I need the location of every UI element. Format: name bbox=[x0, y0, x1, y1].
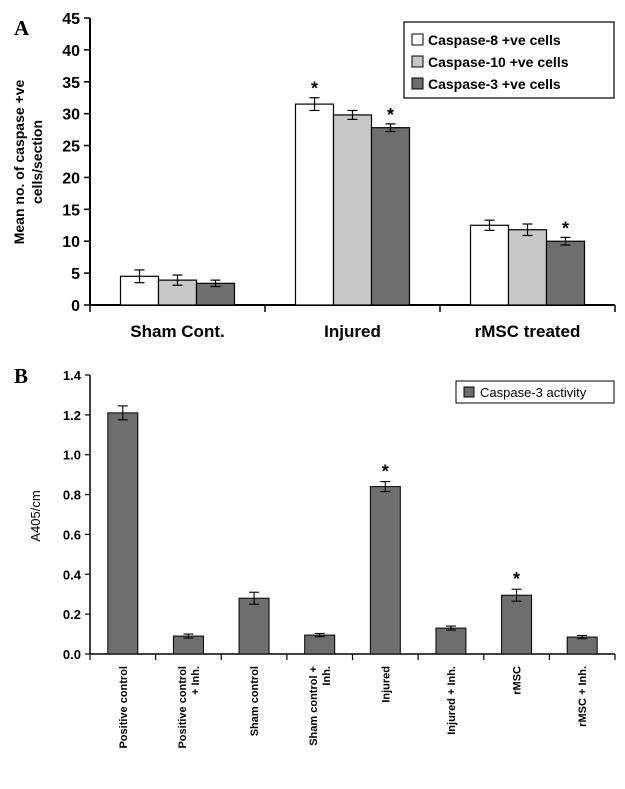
panel-a-category-label: Injured bbox=[324, 322, 381, 341]
panel-a-y-tick-label: 20 bbox=[62, 170, 80, 187]
panel-b-significance-marker: * bbox=[382, 462, 389, 482]
panel-b-y-tick-label: 1.0 bbox=[63, 448, 81, 463]
panel-a-bar bbox=[294, 103, 335, 306]
panel-a-bar bbox=[332, 114, 373, 306]
panel-b-y-tick-label: 0.2 bbox=[63, 607, 81, 622]
panel-a-significance-marker: * bbox=[311, 79, 318, 99]
panel-a-y-tick-label: 35 bbox=[62, 75, 80, 92]
panel-a-bar bbox=[370, 127, 411, 306]
panel-a-bars: * * * bbox=[119, 79, 586, 306]
panel-a-legend-label: Caspase-10 +ve cells bbox=[428, 54, 569, 70]
panel-b-y-tick-label: 0.8 bbox=[63, 488, 81, 503]
panel-a-bar bbox=[545, 240, 586, 306]
panel-b-bar bbox=[435, 627, 467, 655]
panel-a-bar bbox=[507, 229, 548, 306]
panel-b-category-label: Inh. bbox=[321, 666, 333, 686]
panel-a-legend: Caspase-8 +ve cells Caspase-10 +ve cells C… bbox=[403, 21, 615, 99]
panel-b-bar bbox=[501, 594, 533, 655]
panel-a-significance-marker: * bbox=[562, 218, 569, 238]
panel-b-ylabel: A405/cm bbox=[28, 490, 43, 541]
panel-b-y-tick-label: 0.6 bbox=[63, 527, 81, 542]
panel-b-bar bbox=[566, 636, 598, 655]
panel-b-legend: Caspase-3 activity bbox=[455, 380, 615, 404]
panel-b-category-label: rMSC + Inh. bbox=[577, 666, 589, 727]
panel-b-bar bbox=[107, 412, 139, 655]
panel-a-y-tick-label: 15 bbox=[62, 202, 80, 219]
panel-b-significance-marker: * bbox=[513, 569, 520, 589]
panel-b-category-label: Injured + Inh. bbox=[446, 666, 458, 735]
panel-b-y-tick-label: 1.2 bbox=[63, 408, 81, 423]
panel-a: A Mean no. of caspase +ve cells/section … bbox=[11, 11, 616, 341]
panel-a-letter: A bbox=[14, 16, 30, 40]
panel-a-legend-swatch bbox=[411, 55, 424, 68]
panel-b-y-tick-label: 1.4 bbox=[63, 368, 82, 383]
panel-b-bar bbox=[238, 597, 270, 655]
panel-a-legend-swatch bbox=[411, 77, 424, 90]
panel-b-y-tick-label: 0.0 bbox=[63, 647, 81, 662]
panel-a-category-label: rMSC treated bbox=[475, 322, 581, 341]
panel-a-y-tick-label: 5 bbox=[71, 266, 80, 283]
panel-b-category-label: Injured bbox=[380, 666, 392, 703]
panel-b-bar bbox=[172, 635, 204, 655]
panel-b-legend-label: Caspase-3 activity bbox=[480, 385, 587, 400]
panel-b-legend-box bbox=[455, 380, 615, 404]
panel-b-category-label: rMSC bbox=[512, 666, 524, 695]
panel-b-bar bbox=[369, 486, 401, 655]
panel-b-category-label: Positive control bbox=[118, 666, 130, 749]
panel-a-significance-marker: * bbox=[387, 105, 394, 125]
panel-a-y-tick-label: 40 bbox=[62, 43, 80, 60]
panel-b-category-label: Positive control bbox=[177, 666, 189, 749]
panel-a-ylabel-line2: cells/section bbox=[29, 120, 45, 204]
panel-a-bar bbox=[469, 224, 510, 306]
panel-b-legend-swatch bbox=[463, 386, 475, 398]
panel-b: B A405/cm 0.0 0.2 0.4 0.6 0.8 1.0 1.2 1.4 Positi… bbox=[14, 364, 616, 749]
panel-a-y-tick-label: 30 bbox=[62, 107, 80, 124]
panel-b-bar bbox=[304, 634, 336, 655]
panel-a-axes: 0 5 10 15 20 25 30 35 40 45 Sham Cont. Injured rMSC … bbox=[62, 11, 616, 341]
panel-b-category-label: + Inh. bbox=[190, 666, 202, 695]
panel-a-y-tick-label: 25 bbox=[62, 139, 80, 156]
panel-b-y-tick-label: 0.4 bbox=[63, 567, 82, 582]
panel-b-category-label: Sham control + bbox=[308, 666, 320, 746]
panel-a-legend-swatch bbox=[411, 33, 424, 46]
panel-b-axes: 0.0 0.2 0.4 0.6 0.8 1.0 1.2 1.4 Positive control… bbox=[63, 368, 616, 749]
panel-b-letter: B bbox=[14, 364, 28, 388]
panel-a-y-tick-label: 10 bbox=[62, 234, 80, 251]
panel-a-legend-label: Caspase-3 +ve cells bbox=[428, 76, 561, 92]
panel-a-legend-label: Caspase-8 +ve cells bbox=[428, 32, 561, 48]
panel-a-legend-box bbox=[403, 21, 615, 99]
panel-a-y-tick-label: 45 bbox=[62, 11, 80, 28]
panel-a-ylabel-line1: Mean no. of caspase +ve bbox=[11, 80, 27, 245]
panel-a-y-tick-label: 0 bbox=[71, 298, 80, 315]
panel-b-bars: ** bbox=[107, 405, 598, 655]
panel-a-category-label: Sham Cont. bbox=[130, 322, 224, 341]
panel-b-category-label: Sham control bbox=[249, 666, 261, 736]
